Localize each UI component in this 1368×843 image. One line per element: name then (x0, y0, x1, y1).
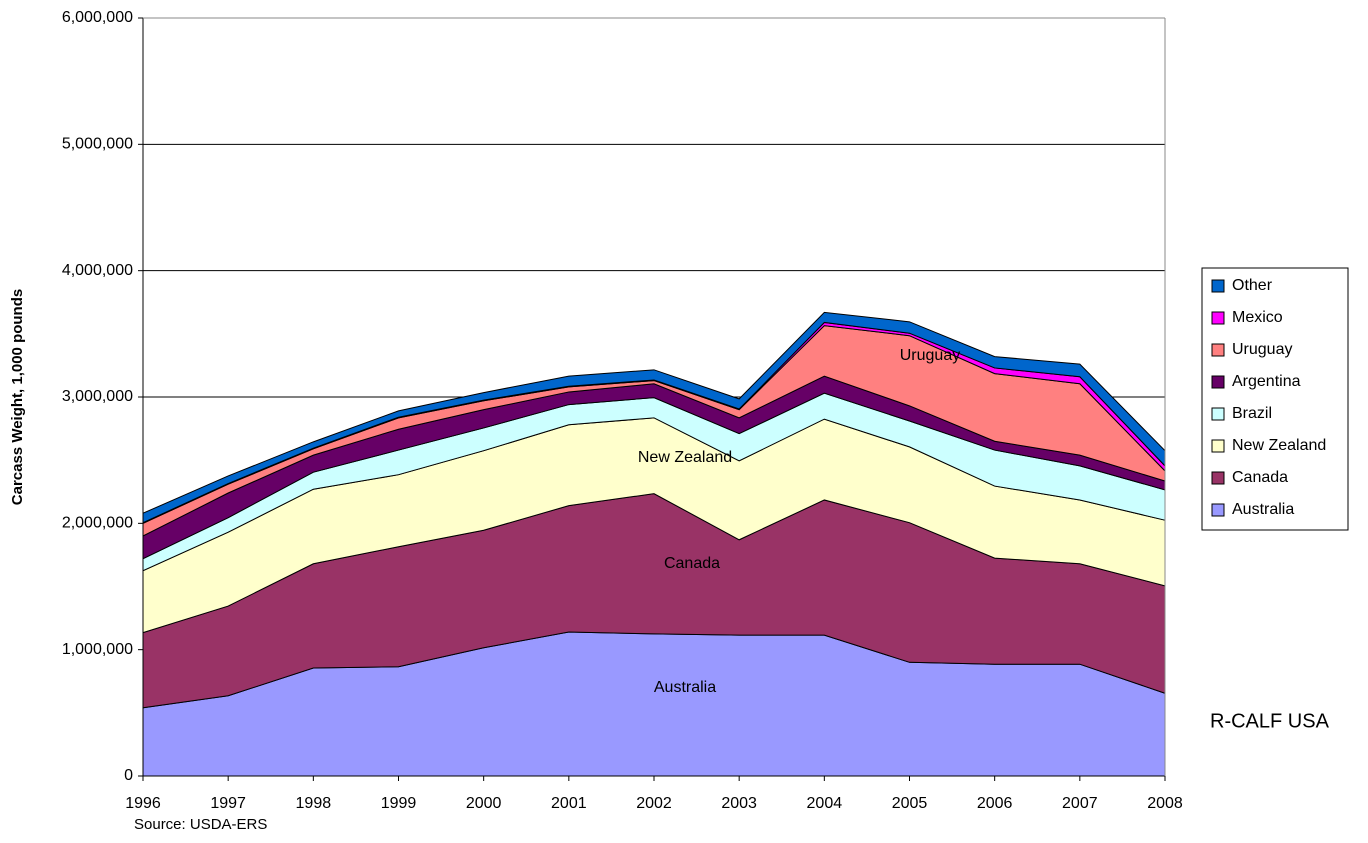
x-tick-label: 2001 (551, 795, 587, 812)
y-tick-label: 4,000,000 (62, 262, 133, 279)
x-tick-label: 2005 (892, 795, 928, 812)
x-tick-label: 1998 (296, 795, 332, 812)
y-tick-label: 3,000,000 (62, 388, 133, 405)
legend-label: Brazil (1232, 405, 1272, 422)
legend-label: New Zealand (1232, 437, 1326, 454)
legend-label: Mexico (1232, 309, 1283, 326)
legend-label: Uruguay (1232, 341, 1292, 358)
x-tick-label: 2000 (466, 795, 502, 812)
area-label: Canada (664, 555, 720, 572)
x-tick-label: 2003 (721, 795, 757, 812)
source-note: Source: USDA-ERS (134, 816, 267, 833)
legend-swatch (1211, 471, 1225, 485)
y-tick-label: 2,000,000 (62, 515, 133, 532)
x-tick-label: 1999 (381, 795, 417, 812)
legend-swatch (1211, 343, 1225, 357)
x-tick-label: 2007 (1062, 795, 1098, 812)
legend-label: Argentina (1232, 373, 1301, 390)
y-tick-label: 0 (124, 767, 133, 784)
watermark: R-CALF USA (1210, 710, 1330, 732)
area-label: Uruguay (900, 347, 960, 364)
legend-swatch (1211, 407, 1225, 421)
x-tick-label: 1996 (125, 795, 161, 812)
legend-swatch (1211, 439, 1225, 453)
legend-swatch (1211, 375, 1225, 389)
legend-swatch (1211, 279, 1225, 293)
area-label: Australia (654, 679, 716, 696)
y-axis-label: Carcass Weight, 1,000 pounds (9, 289, 26, 505)
y-tick-label: 1,000,000 (62, 641, 133, 658)
y-tick-label: 6,000,000 (62, 9, 133, 26)
x-tick-label: 2006 (977, 795, 1013, 812)
legend-swatch (1211, 311, 1225, 325)
x-tick-label: 2008 (1147, 795, 1183, 812)
x-tick-label: 1997 (210, 795, 246, 812)
x-tick-label: 2002 (636, 795, 672, 812)
y-tick-label: 5,000,000 (62, 136, 133, 153)
x-tick-label: 2004 (807, 795, 843, 812)
legend-box (1201, 267, 1349, 531)
area-label: New Zealand (638, 449, 732, 466)
legend-label: Other (1232, 277, 1273, 294)
legend-label: Australia (1232, 501, 1294, 518)
legend-label: Canada (1232, 469, 1288, 486)
legend-swatch (1211, 503, 1225, 517)
